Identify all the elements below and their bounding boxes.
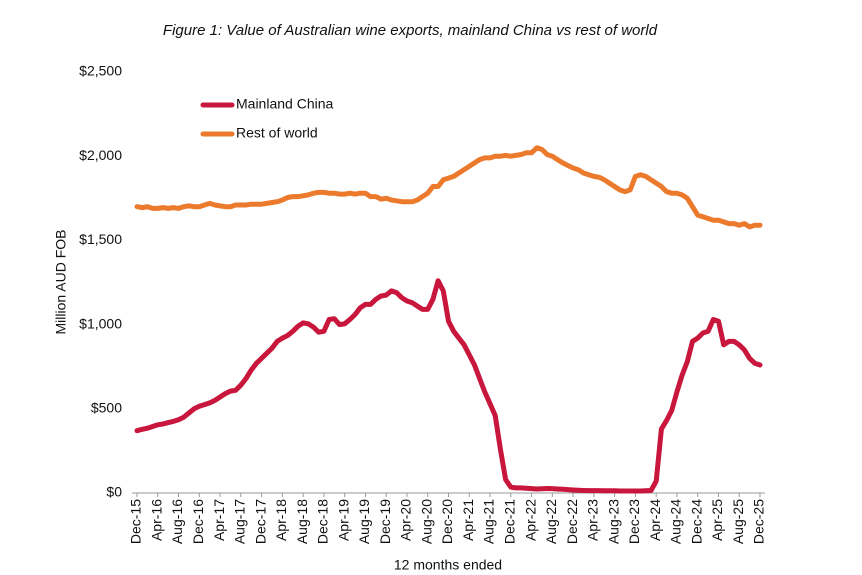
y-tick-label: $0: [106, 484, 122, 500]
x-tick-label: Dec-22: [564, 499, 580, 544]
x-tick-label: Dec-25: [751, 499, 767, 544]
x-tick-label: Dec-24: [688, 499, 704, 544]
y-tick-label: $2,500: [79, 63, 122, 79]
x-tick-label: Apr-16: [148, 499, 164, 541]
y-tick-label: $2,000: [79, 147, 122, 163]
x-tick-label: Apr-23: [585, 499, 601, 541]
x-tick-label: Dec-15: [128, 499, 144, 544]
x-tick-label: Apr-22: [522, 499, 538, 541]
x-tick-label: Dec-16: [190, 499, 206, 544]
y-tick-label: $1,000: [79, 315, 122, 331]
x-tick-label: Aug-17: [232, 499, 248, 544]
x-tick-label: Dec-19: [377, 499, 393, 544]
x-tick-label: Aug-23: [605, 499, 621, 544]
series-line: [134, 145, 763, 230]
legend-label: Rest of world: [236, 125, 318, 141]
x-tick-label: Apr-21: [460, 499, 476, 541]
x-tick-label: Apr-17: [211, 499, 227, 541]
chart-title: Figure 1: Value of Australian wine expor…: [163, 22, 658, 39]
y-tick-label: $500: [91, 400, 122, 416]
x-tick-label: Apr-20: [398, 499, 414, 541]
legend-label: Mainland China: [236, 96, 333, 112]
x-tick-label: Aug-16: [169, 499, 185, 544]
x-tick-label: Aug-20: [418, 499, 434, 544]
x-axis-label: 12 months ended: [394, 557, 502, 573]
series-line: [134, 278, 763, 494]
x-tick-label: Apr-19: [335, 499, 351, 541]
x-tick-label: Apr-18: [273, 499, 289, 541]
x-tick-label: Apr-24: [647, 499, 663, 541]
y-tick-label: $1,500: [79, 231, 122, 247]
x-tick-label: Aug-18: [294, 499, 310, 544]
x-tick-label: Aug-21: [481, 499, 497, 544]
x-tick-label: Aug-22: [543, 499, 559, 544]
x-tick-label: Dec-20: [439, 499, 455, 544]
x-tick-label: Dec-18: [315, 499, 331, 544]
x-tick-label: Aug-24: [668, 499, 684, 544]
x-tick-label: Dec-17: [252, 499, 268, 544]
x-tick-label: Dec-23: [626, 499, 642, 544]
x-tick-label: Dec-21: [502, 499, 518, 544]
x-tick-label: Aug-19: [356, 499, 372, 544]
x-tick-label: Apr-25: [709, 499, 725, 541]
x-tick-label: Aug-25: [730, 499, 746, 544]
y-axis-label: Million AUD FOB: [53, 229, 69, 334]
